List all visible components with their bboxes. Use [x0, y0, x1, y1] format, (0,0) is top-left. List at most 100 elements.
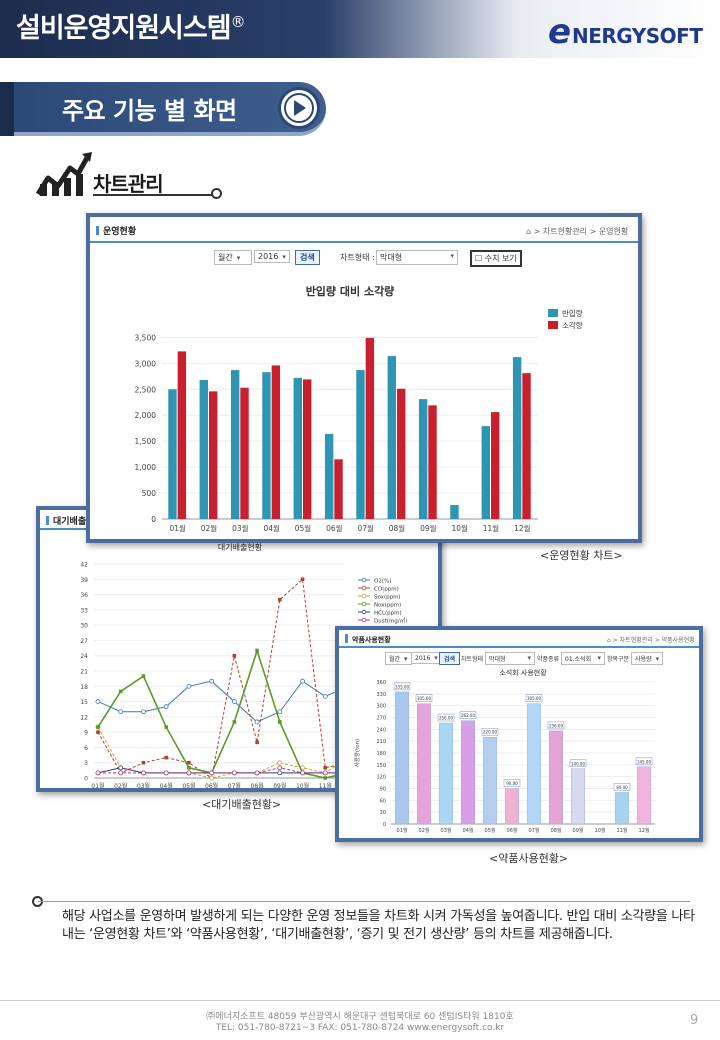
- y-tick-label: 180: [376, 751, 386, 757]
- y-tick-label: 90: [380, 787, 386, 793]
- data-point: [141, 760, 146, 765]
- legend-label: O2(%): [374, 579, 391, 585]
- x-tick-label: 07월: [228, 782, 241, 790]
- data-point: [255, 648, 259, 653]
- legend-label: Nox(ppm): [374, 603, 401, 609]
- data-point: [95, 699, 101, 704]
- home-icon[interactable]: ⌂: [526, 227, 532, 236]
- x-tick-label: 11월: [319, 782, 332, 790]
- y-tick-label: 150: [376, 763, 386, 769]
- x-tick-label: 02월: [419, 827, 430, 834]
- home-icon[interactable]: ⌂: [607, 637, 611, 644]
- item-category-select[interactable]: 사용량 ▾: [631, 652, 664, 665]
- play-icon[interactable]: [278, 87, 320, 129]
- bar: [614, 792, 630, 825]
- panel-title: 운영현황: [96, 224, 136, 237]
- bar: [438, 722, 454, 825]
- y-tick-label: 30: [80, 623, 88, 630]
- y-tick-label: 2,500: [135, 385, 157, 394]
- page-number: 9: [690, 1013, 699, 1028]
- y-tick-label: 9: [84, 730, 88, 737]
- chemical-type-select[interactable]: 01.소석회 ▾: [561, 652, 605, 665]
- data-point: [322, 694, 328, 699]
- chemical-usage-screenshot: 약품사용현황 ⌂ > 차트현황관리 > 약품사용현황 월간 ▾ 2016 ▾ 검색 …: [335, 626, 703, 842]
- y-tick-label: 21: [80, 669, 88, 676]
- legend-marker: [361, 601, 367, 607]
- data-point: [323, 766, 328, 770]
- bar-반입량: [324, 433, 334, 519]
- x-tick-label: 04월: [463, 827, 474, 834]
- y-tick-label: 210: [376, 739, 386, 745]
- data-point: [300, 577, 305, 582]
- search-button[interactable]: 검색: [439, 652, 461, 665]
- bar-반입량: [168, 389, 177, 519]
- series-line-HCL(ppm): [97, 767, 348, 774]
- data-label-box: [525, 694, 543, 702]
- y-tick-label: 3,000: [135, 359, 157, 368]
- y-tick-label: 42: [80, 562, 88, 569]
- operation-status-caption: <운영현황 차트>: [540, 549, 623, 562]
- y-tick-label: 24: [80, 653, 88, 660]
- data-label: 256.00: [439, 716, 453, 721]
- data-point: [141, 770, 146, 776]
- chart-type-label: 차트형태 :: [461, 656, 488, 663]
- data-point: [186, 770, 192, 776]
- data-point: [96, 725, 100, 729]
- y-axis-label: 사용량(ton): [353, 739, 361, 767]
- chart-type-select[interactable]: 막대형 ▾: [376, 250, 458, 265]
- breadcrumb: ⌂ > 차트현황관리 > 약품사용현황: [607, 637, 695, 644]
- operation-status-screenshot: 운영현황 ⌂ > 차트현황관리 > 운영현황 월간 ▾ 2016 ▾ 검색 차트형태…: [86, 213, 642, 543]
- chemical-usage-caption: <약품사용현황>: [489, 852, 569, 865]
- data-label-box: [503, 779, 521, 787]
- x-tick-label: 03월: [137, 782, 150, 790]
- x-tick-label: 10월: [296, 782, 309, 790]
- section-banner: 주요 기능 별 화면: [0, 82, 326, 136]
- data-point: [209, 678, 215, 684]
- bar: [526, 703, 542, 825]
- year-select[interactable]: 2016 ▾: [254, 250, 290, 263]
- y-tick-label: 1,500: [135, 437, 157, 446]
- bar: [504, 788, 520, 825]
- show-values-toggle[interactable]: ☐ 수치 보기: [470, 250, 522, 267]
- legend-label: Sox(ppm): [374, 595, 401, 601]
- data-label: 262.00: [461, 713, 475, 718]
- bar-반입량: [230, 370, 240, 519]
- footer: ㈜에너지소프트 48059 부산광역시 해운대구 센텀북대로 60 센텀IS타워…: [0, 1000, 720, 1040]
- year-select[interactable]: 2016 ▾: [411, 652, 442, 664]
- bar-소각량: [491, 412, 500, 519]
- x-tick-label: 01월: [169, 523, 186, 533]
- legend-marker: [361, 577, 367, 583]
- bar-소각량: [303, 379, 312, 519]
- data-label: 80.00: [616, 785, 628, 790]
- bar-소각량: [397, 388, 406, 519]
- y-tick-label: 3: [84, 760, 88, 767]
- series-line-Nox(ppm): [97, 647, 349, 779]
- data-point: [277, 760, 283, 766]
- legend-marker: [361, 617, 367, 623]
- search-button[interactable]: 검색: [295, 250, 320, 265]
- chart-type-select[interactable]: 막대형 ▾: [485, 652, 535, 665]
- bar-소각량: [240, 387, 249, 519]
- y-tick-label: 300: [376, 704, 386, 710]
- operation-status-chart: 반입량 대비 소각량 0 500 1,000 1,500 2,000 2,500 3,000 3…: [135, 284, 583, 533]
- data-label: 305.00: [527, 696, 541, 701]
- x-tick-label: 07월: [357, 523, 374, 533]
- data-point: [187, 766, 191, 770]
- x-tick-label: 06월: [507, 827, 518, 834]
- period-select[interactable]: 월간 ▾: [214, 250, 252, 265]
- period-select[interactable]: 월간 ▾: [385, 652, 412, 665]
- data-label-box: [459, 711, 477, 719]
- y-tick-label: 0: [151, 515, 156, 524]
- y-tick-label: 330: [376, 692, 386, 698]
- data-point: [163, 704, 169, 710]
- bar-소각량: [334, 459, 343, 519]
- data-point: [278, 597, 282, 602]
- bar: [460, 720, 476, 825]
- bar-소각량: [177, 351, 187, 519]
- data-point: [118, 689, 123, 694]
- company-contact: TEL: 051-780-8721~3 FAX: 051-780-8724 ww…: [215, 1023, 505, 1033]
- data-label: 236.00: [549, 723, 563, 728]
- data-label-box: [437, 713, 455, 722]
- air-emission-screenshot: 대기배출현 대기배출현황 0 3 6 9 12 15 18 21 24 27 30 33 36 39 42 01…: [36, 506, 442, 792]
